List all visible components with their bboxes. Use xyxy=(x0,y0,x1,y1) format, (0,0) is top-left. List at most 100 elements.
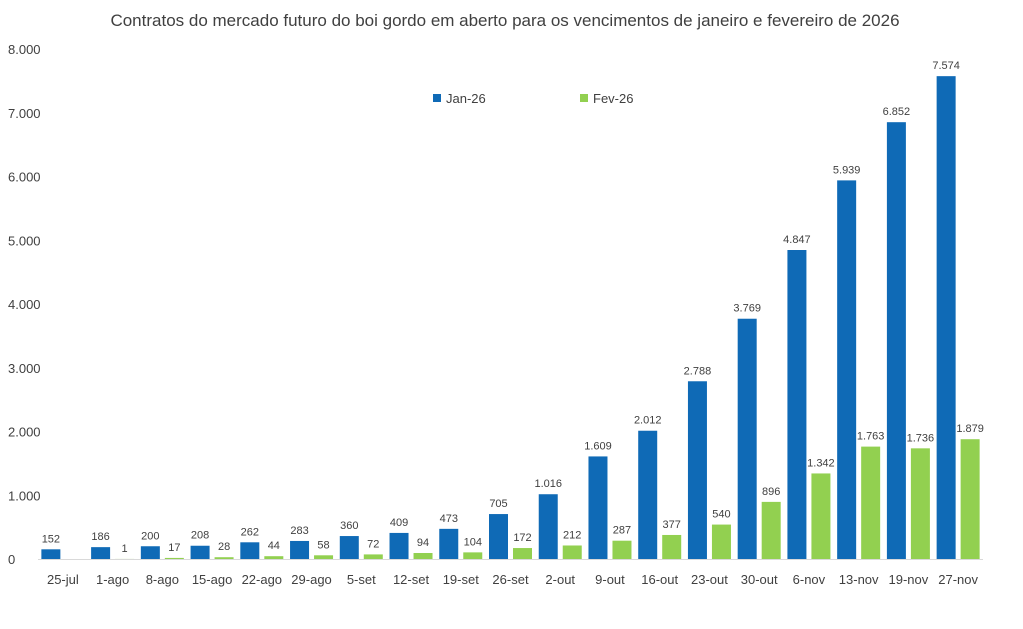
y-axis: 0 1.000 2.000 3.000 4.000 5.000 6.000 7.000 8.00… xyxy=(8,42,41,567)
data-label: 540 xyxy=(712,509,730,521)
data-label: 1.342 xyxy=(807,457,835,469)
bar-jan-26 xyxy=(190,545,210,559)
data-label: 1.879 xyxy=(956,423,984,435)
y-tick-label: 8.000 xyxy=(8,42,41,57)
data-label: 7.574 xyxy=(932,60,960,72)
data-label: 262 xyxy=(241,526,259,538)
bar-fev-26 xyxy=(264,556,284,559)
bar-fev-26 xyxy=(910,448,930,559)
data-label: 1.016 xyxy=(534,478,562,490)
x-tick-label: 5-set xyxy=(347,572,376,587)
data-label: 17 xyxy=(168,542,180,554)
bar-fev-26 xyxy=(513,548,532,559)
x-tick-label: 8-ago xyxy=(146,572,179,587)
bar-jan-26 xyxy=(41,549,61,559)
data-label: 72 xyxy=(367,538,379,550)
y-tick-label: 6.000 xyxy=(8,170,41,185)
data-label: 1.609 xyxy=(584,440,612,452)
y-tick-label: 1.000 xyxy=(8,488,41,503)
bar-jan-26 xyxy=(936,76,956,559)
x-tick-label: 22-ago xyxy=(242,572,282,587)
x-tick-label: 15-ago xyxy=(192,572,232,587)
data-label: 104 xyxy=(464,536,482,548)
data-label: 287 xyxy=(613,525,631,537)
bar-jan-26 xyxy=(489,514,508,559)
bar-fev-26 xyxy=(711,524,731,559)
data-label: 896 xyxy=(762,486,780,498)
bar-fev-26 xyxy=(363,554,383,559)
data-label: 172 xyxy=(513,532,531,544)
data-label: 58 xyxy=(317,539,329,551)
bar-jan-26 xyxy=(140,546,160,559)
data-label: 283 xyxy=(290,525,308,537)
x-tick-label: 27-nov xyxy=(938,572,978,587)
data-label: 186 xyxy=(91,531,109,543)
legend-label: Fev-26 xyxy=(593,91,633,106)
y-tick-label: 3.000 xyxy=(8,361,41,376)
data-label: 28 xyxy=(218,541,230,553)
bar-fev-26 xyxy=(960,439,980,559)
x-tick-label: 19-set xyxy=(443,572,480,587)
bars xyxy=(41,76,980,560)
data-label: 44 xyxy=(268,540,280,552)
y-tick-label: 4.000 xyxy=(8,297,41,312)
data-label: 1.763 xyxy=(857,431,885,443)
data-label: 409 xyxy=(390,517,408,529)
data-label: 94 xyxy=(417,537,429,549)
bar-fev-26 xyxy=(463,552,483,559)
bar-jan-26 xyxy=(439,528,459,559)
bar-fev-26 xyxy=(811,473,831,559)
bar-jan-26 xyxy=(787,250,807,559)
bar-jan-26 xyxy=(886,122,906,559)
data-label: 473 xyxy=(440,513,458,525)
data-label: 1 xyxy=(122,543,128,555)
x-tick-label: 23-out xyxy=(691,572,728,587)
data-label: 2.788 xyxy=(684,365,712,377)
data-label: 152 xyxy=(42,533,60,545)
data-label: 2.012 xyxy=(634,415,662,427)
bar-jan-26 xyxy=(588,456,608,559)
bar-fev-26 xyxy=(761,501,781,559)
data-label: 212 xyxy=(563,529,581,541)
x-tick-label: 29-ago xyxy=(291,572,331,587)
data-label: 360 xyxy=(340,520,358,532)
x-tick-label: 16-out xyxy=(641,572,678,587)
x-tick-label: 9-out xyxy=(595,572,625,587)
legend-swatch xyxy=(433,94,441,102)
x-tick-label: 2-out xyxy=(545,572,575,587)
x-tick-label: 25-jul xyxy=(47,572,79,587)
x-tick-label: 6-nov xyxy=(793,572,826,587)
bar-jan-26 xyxy=(339,536,359,559)
data-label: 208 xyxy=(191,530,209,542)
bar-jan-26 xyxy=(290,540,310,559)
x-tick-label: 12-set xyxy=(393,572,430,587)
y-tick-label: 2.000 xyxy=(8,425,41,440)
data-label: 4.847 xyxy=(783,234,811,246)
legend-label: Jan-26 xyxy=(446,91,486,106)
bar-jan-26 xyxy=(638,430,658,559)
bar-fev-26 xyxy=(612,540,632,559)
x-tick-label: 26-set xyxy=(492,572,529,587)
bar-jan-26 xyxy=(837,180,857,560)
data-labels: 152 186 200 208 262 283 360 409 473 705 1.016 1.609… xyxy=(42,60,984,555)
bar-fev-26 xyxy=(214,557,234,559)
bar-fev-26 xyxy=(164,557,184,559)
x-tick-label: 1-ago xyxy=(96,572,129,587)
bar-jan-26 xyxy=(389,532,409,559)
bar-fev-26 xyxy=(314,555,334,559)
data-label: 1.736 xyxy=(907,432,935,444)
data-label: 6.852 xyxy=(883,106,911,118)
x-axis: 25-jul 1-ago 8-ago 15-ago 22-ago 29-ago 5-set 1… xyxy=(38,559,983,587)
legend-swatch xyxy=(580,94,588,102)
data-label: 200 xyxy=(141,530,159,542)
bar-jan-26 xyxy=(687,381,707,559)
bar-jan-26 xyxy=(737,318,757,559)
x-tick-label: 19-nov xyxy=(889,572,929,587)
legend: Jan-26 Fev-26 xyxy=(433,91,633,106)
bar-fev-26 xyxy=(413,553,433,559)
data-label: 377 xyxy=(663,519,681,531)
bar-jan-26 xyxy=(240,542,260,559)
bar-jan-26 xyxy=(538,494,558,559)
bar-fev-26 xyxy=(662,534,682,559)
